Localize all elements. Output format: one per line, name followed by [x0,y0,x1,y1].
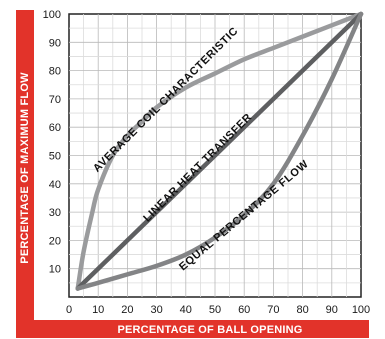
series-lines [75,11,364,291]
y-tick-label: 100 [43,9,61,21]
ylabel-band [16,10,34,326]
x-tick-label: 50 [209,304,221,316]
x-tick-label: 60 [238,304,250,316]
y-tick-label: 20 [49,235,61,247]
x-tick-label: 20 [121,304,133,316]
y-tick-label: 70 [49,94,61,106]
y-tick-label: 90 [49,37,61,49]
y-tick-label: 30 [49,207,61,219]
x-tick-label: 70 [267,304,279,316]
series-line-linear-heat [75,11,364,291]
x-tick-label: 0 [66,304,72,316]
y-tick-label: 50 [49,151,61,163]
y-tick-label: 60 [49,122,61,134]
x-tick-label: 30 [150,304,162,316]
x-tick-label: 40 [180,304,192,316]
x-tick-label: 10 [92,304,104,316]
series-line-equal-percentage [75,11,364,291]
x-tick-label: 100 [352,304,370,316]
x-ticks: 0 10 20 30 40 50 60 70 80 90 100 [66,304,370,316]
y-tick-label: 40 [49,179,61,191]
y-ticks: 10 20 30 40 50 60 70 80 90 100 [43,9,61,276]
series-line-average-coil [75,11,364,291]
x-tick-label: 90 [326,304,338,316]
y-axis-label: PERCENTAGE OF MAXIMUM FLOW [19,72,31,264]
y-tick-label: 10 [49,264,61,276]
x-axis-label: PERCENTAGE OF BALL OPENING [117,324,302,336]
x-tick-label: 80 [296,304,308,316]
xlabel-band [16,320,369,338]
y-tick-label: 80 [49,66,61,78]
